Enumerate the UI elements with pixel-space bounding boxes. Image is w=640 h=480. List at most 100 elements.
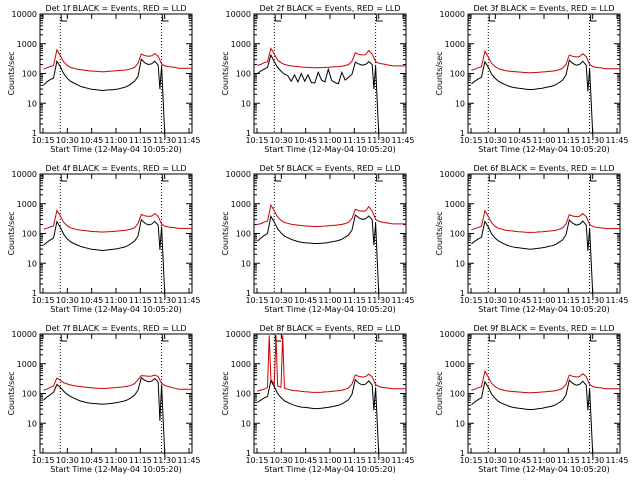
y-tick-label: 100 — [450, 230, 465, 239]
series-events — [471, 379, 594, 460]
x-tick-label: 10:45 — [80, 456, 103, 465]
x-tick-label: 10:30 — [484, 136, 507, 145]
series-events — [257, 378, 380, 460]
time-marker-flag — [274, 175, 282, 182]
series-events — [43, 218, 166, 300]
plot-frame — [467, 173, 621, 294]
y-tick-label: 1 — [246, 289, 251, 298]
x-tick-label: 11:15 — [557, 296, 580, 305]
x-tick-label: 11:00 — [104, 296, 127, 305]
series-lld — [43, 209, 192, 233]
x-tick-label: 10:15 — [459, 296, 482, 305]
y-tick-label: 10 — [27, 259, 37, 268]
time-marker-flag — [590, 175, 597, 182]
x-tick-label: 11:00 — [532, 296, 555, 305]
y-tick-label: 100 — [450, 390, 465, 399]
chart-title: Det 4f BLACK = Events, RED = LLD — [45, 164, 186, 173]
y-axis-label: Counts/sec — [435, 371, 444, 415]
x-tick-label: 10:15 — [245, 136, 268, 145]
x-tick-label: 11:45 — [605, 456, 628, 465]
series-lld — [471, 49, 620, 74]
x-tick-label: 10:45 — [294, 136, 317, 145]
y-tick-label: 100 — [236, 70, 251, 79]
series-events — [471, 59, 594, 140]
x-axis-label: Start Time (12-May-04 10:05:20) — [50, 145, 181, 154]
y-tick-label: 10000 — [440, 330, 465, 339]
y-tick-label: 10000 — [12, 330, 37, 339]
x-axis-label: Start Time (12-May-04 10:05:20) — [50, 465, 181, 474]
series-events — [257, 214, 380, 300]
x-tick-label: 11:15 — [557, 136, 580, 145]
x-tick-label: 11:45 — [605, 136, 628, 145]
chart-panel-2: Det 2f BLACK = Events, RED = LLD 1 10 100 10… — [221, 4, 415, 154]
y-axis-label: Counts/sec — [435, 211, 444, 255]
series-lld — [471, 209, 620, 233]
y-axis-label: Counts/sec — [7, 51, 16, 95]
x-tick-label: 11:15 — [129, 296, 152, 305]
time-marker-flag — [162, 15, 169, 22]
x-tick-label: 11:45 — [391, 296, 414, 305]
chart-panel-3: Det 3f BLACK = Events, RED = LLD 1 10 100 10… — [435, 4, 629, 154]
y-tick-label: 1000 — [231, 40, 251, 49]
time-marker-flag — [274, 15, 282, 22]
y-axis-label: Counts/sec — [221, 211, 230, 255]
x-tick-label: 10:30 — [270, 136, 293, 145]
x-tick-label: 11:30 — [581, 456, 604, 465]
chart-title: Det 7f BLACK = Events, RED = LLD — [45, 324, 186, 333]
x-axis-label: Start Time (12-May-04 10:05:20) — [50, 305, 181, 314]
x-tick-label: 10:45 — [80, 296, 103, 305]
y-tick-label: 10 — [455, 419, 465, 428]
y-axis-label: Counts/sec — [221, 51, 230, 95]
x-axis-label: Start Time (12-May-04 10:05:20) — [478, 305, 609, 314]
x-axis-label: Start Time (12-May-04 10:05:20) — [264, 145, 395, 154]
time-marker-flag — [590, 15, 597, 22]
x-tick-label: 11:30 — [153, 296, 176, 305]
x-tick-label: 11:30 — [153, 136, 176, 145]
y-tick-label: 1 — [460, 289, 465, 298]
y-tick-label: 10000 — [12, 170, 37, 179]
x-tick-label: 10:30 — [484, 296, 507, 305]
series-lld — [257, 203, 406, 227]
y-axis-label: Counts/sec — [7, 371, 16, 415]
y-tick-label: 1000 — [231, 200, 251, 209]
x-tick-label: 11:45 — [177, 136, 200, 145]
x-tick-label: 11:15 — [129, 136, 152, 145]
x-tick-label: 11:00 — [318, 456, 341, 465]
series-events — [43, 376, 166, 460]
x-tick-label: 10:30 — [56, 136, 79, 145]
x-tick-label: 11:15 — [343, 456, 366, 465]
x-tick-label: 11:00 — [104, 456, 127, 465]
series-lld — [471, 369, 620, 394]
x-axis-label: Start Time (12-May-04 10:05:20) — [478, 465, 609, 474]
chart-title: Det 2f BLACK = Events, RED = LLD — [259, 4, 400, 13]
y-tick-label: 10000 — [226, 330, 251, 339]
x-tick-label: 10:30 — [270, 296, 293, 305]
chart-title: Det 1f BLACK = Events, RED = LLD — [45, 4, 186, 13]
time-marker-flag — [162, 335, 169, 342]
time-marker-flag — [60, 15, 68, 22]
x-axis-label: Start Time (12-May-04 10:05:20) — [264, 465, 395, 474]
x-tick-label: 11:30 — [367, 456, 390, 465]
y-tick-label: 10000 — [12, 10, 37, 19]
series-lld — [257, 47, 406, 69]
x-tick-label: 10:45 — [508, 456, 531, 465]
x-tick-label: 11:30 — [581, 136, 604, 145]
y-tick-label: 10000 — [226, 170, 251, 179]
x-tick-label: 10:30 — [56, 296, 79, 305]
y-tick-label: 1 — [246, 129, 251, 138]
y-tick-label: 100 — [22, 230, 37, 239]
y-tick-label: 10 — [241, 99, 251, 108]
x-tick-label: 10:15 — [31, 296, 54, 305]
y-tick-label: 10 — [455, 99, 465, 108]
x-tick-label: 11:15 — [343, 136, 366, 145]
series-events — [257, 53, 380, 140]
y-tick-label: 1 — [460, 449, 465, 458]
y-axis-label: Counts/sec — [7, 211, 16, 255]
y-tick-label: 1 — [246, 449, 251, 458]
chart-panel-7: Det 7f BLACK = Events, RED = LLD 1 10 100 10… — [7, 324, 201, 474]
x-tick-label: 11:15 — [557, 456, 580, 465]
plot-frame — [39, 13, 193, 134]
chart-title: Det 3f BLACK = Events, RED = LLD — [473, 4, 614, 13]
x-tick-label: 11:30 — [367, 296, 390, 305]
